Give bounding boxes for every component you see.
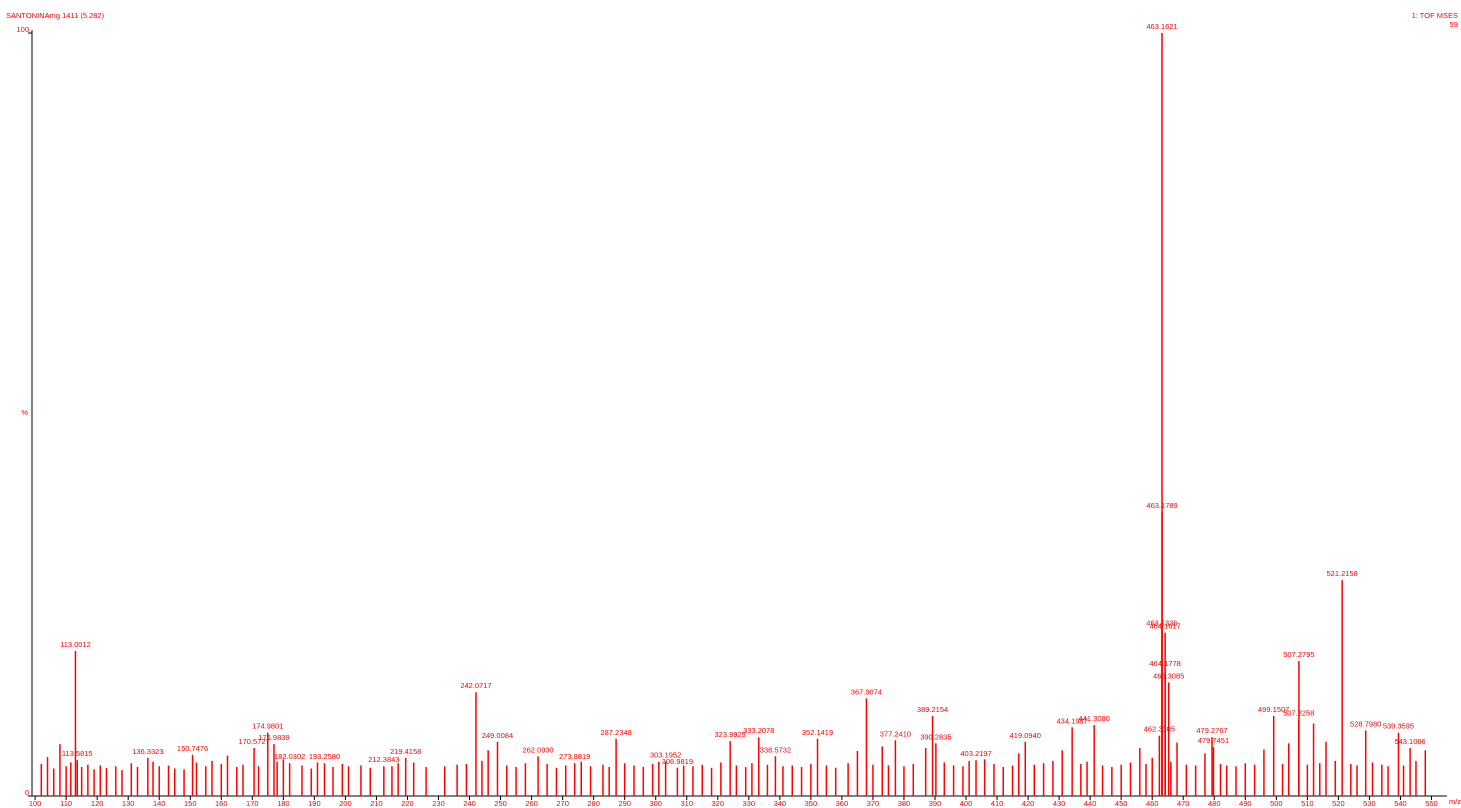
peak-label: 390.2835 [920, 732, 951, 741]
x-tick-label: 290 [618, 799, 631, 808]
x-tick-label: 490 [1239, 799, 1252, 808]
y-axis-label: % [21, 408, 28, 417]
peak-label: 539.3595 [1383, 722, 1414, 731]
peak-label: 352.1419 [802, 728, 833, 737]
x-tick-label: 240 [463, 799, 476, 808]
peak-label: 306.9819 [662, 757, 693, 766]
peak-label: 479.2767 [1196, 726, 1227, 735]
peak-label: 389.2154 [917, 705, 948, 714]
peak-label: 193.2580 [309, 752, 340, 761]
x-tick-label: 400 [960, 799, 973, 808]
peak-label: 182.0302 [274, 752, 305, 761]
x-tick-label: 440 [1084, 799, 1097, 808]
x-tick-label: 140 [153, 799, 166, 808]
x-tick-label: 330 [743, 799, 756, 808]
x-tick-label: 420 [1022, 799, 1035, 808]
x-tick-label: 180 [277, 799, 290, 808]
peak-label: 463.1789 [1146, 501, 1177, 510]
x-tick-label: 130 [122, 799, 135, 808]
peak-label: 273.8819 [559, 752, 590, 761]
x-tick-label: 150 [184, 799, 197, 808]
x-tick-label: 510 [1301, 799, 1314, 808]
x-tick-label: 100 [29, 799, 42, 808]
x-tick-label: 170 [246, 799, 259, 808]
x-tick-label: 460 [1146, 799, 1159, 808]
x-tick-label: 500 [1270, 799, 1283, 808]
x-tick-label: 260 [525, 799, 538, 808]
x-tick-label: 310 [680, 799, 693, 808]
x-tick-label: 340 [774, 799, 787, 808]
x-tick-label: 540 [1394, 799, 1407, 808]
x-tick-label: 120 [91, 799, 104, 808]
peak-label: 367.9074 [851, 687, 882, 696]
peak-label: 499.1507 [1258, 705, 1289, 714]
chart-subtitle: 1: TOF MSES [1412, 11, 1458, 20]
peak-label: 419.0940 [1010, 731, 1041, 740]
x-tick-label: 110 [60, 799, 72, 808]
peak-label: 174.9801 [252, 722, 283, 731]
peak-label: 507.2795 [1283, 650, 1314, 659]
peak-label: 377.2410 [880, 729, 911, 738]
peak-label: 434.1987 [1056, 716, 1087, 725]
peak-label: 287.2348 [600, 728, 631, 737]
peak-label: 441.3080 [1079, 714, 1110, 723]
y-tick-label: 0 [25, 788, 29, 797]
peak-label: 543.1086 [1394, 737, 1425, 746]
x-tick-label: 380 [898, 799, 911, 808]
x-tick-label: 280 [587, 799, 600, 808]
x-tick-label: 390 [929, 799, 942, 808]
peak-label: 333.2078 [743, 726, 774, 735]
x-tick-label: 300 [649, 799, 662, 808]
peak-label: 303.1952 [650, 751, 681, 760]
y-tick-label: 100 [16, 25, 29, 34]
x-tick-label: 350 [805, 799, 818, 808]
peak-label: 464.1778 [1150, 659, 1181, 668]
peak-label: 479.7451 [1198, 736, 1229, 745]
x-tick-label: 270 [556, 799, 569, 808]
peak-label: 150.7476 [177, 744, 208, 753]
x-tick-label: 450 [1115, 799, 1128, 808]
peak-label: 464.1617 [1149, 622, 1180, 631]
x-tick-label: 250 [494, 799, 507, 808]
peak-label: 219.4158 [390, 747, 421, 756]
x-tick-label: 220 [401, 799, 414, 808]
peak-label: 262.0930 [522, 745, 553, 754]
x-axis-label: m/z [1449, 797, 1461, 806]
peak-label: 136.3323 [132, 747, 163, 756]
x-tick-label: 210 [370, 799, 383, 808]
x-tick-label: 480 [1208, 799, 1221, 808]
x-tick-label: 360 [836, 799, 849, 808]
peak-label: 323.9925 [715, 730, 746, 739]
peak-label: 528.7980 [1350, 719, 1381, 728]
x-tick-label: 160 [215, 799, 228, 808]
x-tick-label: 370 [867, 799, 880, 808]
chart-title: SANTONINAmg 1411 (5.282) [6, 11, 105, 20]
x-tick-label: 470 [1177, 799, 1190, 808]
peak-label: 463.1621 [1146, 22, 1177, 31]
x-tick-label: 190 [308, 799, 321, 808]
peak-label: 249.0084 [482, 731, 513, 740]
x-tick-label: 320 [712, 799, 725, 808]
x-tick-label: 520 [1332, 799, 1345, 808]
peak-label: 465.3085 [1153, 671, 1184, 680]
x-tick-label: 530 [1363, 799, 1376, 808]
peak-label: 507.2258 [1283, 709, 1314, 718]
x-tick-label: 430 [1053, 799, 1066, 808]
x-tick-label: 200 [339, 799, 352, 808]
peak-label: 338.5732 [760, 745, 791, 754]
peak-label: 212.3843 [368, 755, 399, 764]
annotation: 59 [1450, 20, 1458, 29]
peak-label: 462.3105 [1144, 725, 1175, 734]
peak-label: 176.9839 [258, 733, 289, 742]
peak-label: 170.5727 [238, 737, 269, 746]
x-tick-label: 230 [432, 799, 445, 808]
peak-label: 403.2197 [960, 749, 991, 758]
x-tick-label: 410 [991, 799, 1004, 808]
peak-label: 242.0717 [460, 681, 491, 690]
peak-label: 113.0012 [60, 640, 91, 649]
x-tick-label: 550 [1425, 799, 1438, 808]
peak-label: 521.2158 [1327, 569, 1358, 578]
peak-label: 113.5815 [62, 749, 93, 758]
